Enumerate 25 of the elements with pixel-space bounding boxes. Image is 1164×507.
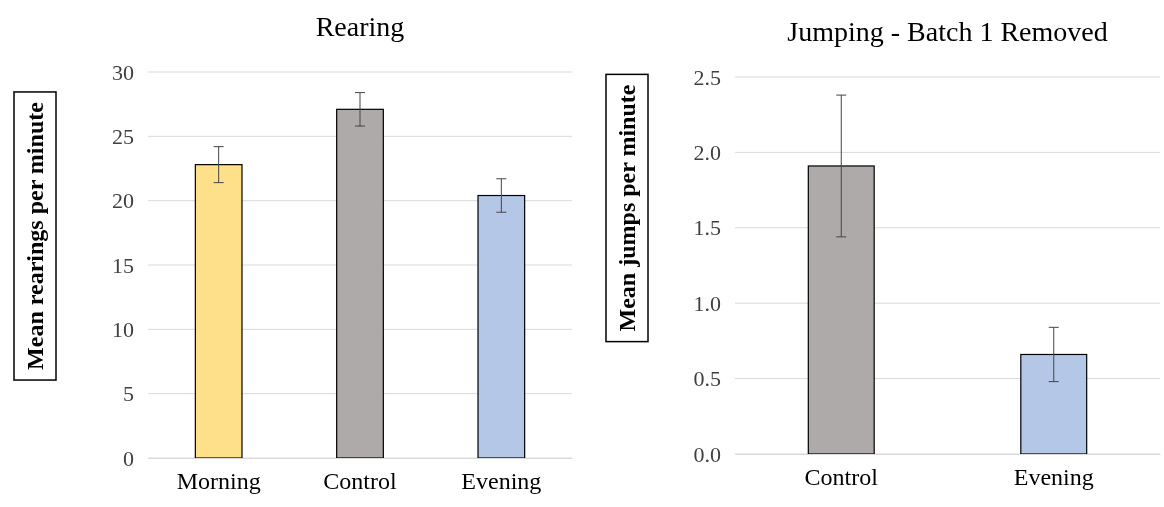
x-tick-label: Control bbox=[804, 464, 879, 491]
y-tick-label: 25 bbox=[112, 123, 134, 149]
x-tick-label: Evening bbox=[1013, 464, 1094, 491]
y-axis-title: Mean rearings per minute bbox=[22, 101, 48, 370]
x-tick-label: Morning bbox=[176, 468, 261, 495]
y-axis-title: Mean jumps per minute bbox=[614, 84, 640, 332]
bar bbox=[194, 164, 243, 459]
y-tick-label: 2.5 bbox=[693, 64, 721, 90]
y-tick-label: 0.5 bbox=[693, 366, 721, 392]
bar bbox=[336, 108, 384, 459]
y-tick-label: 0.0 bbox=[693, 441, 721, 467]
y-tick-label: 10 bbox=[112, 316, 134, 342]
y-tick-label: 2.0 bbox=[693, 139, 721, 165]
x-tick-label: Control bbox=[323, 468, 397, 495]
y-tick-label: 1.5 bbox=[693, 215, 721, 241]
x-tick-label: Evening bbox=[461, 468, 542, 495]
y-tick-label: 5 bbox=[123, 381, 134, 407]
chart-title: Rearing bbox=[315, 11, 405, 42]
y-tick-label: 1.0 bbox=[693, 290, 721, 316]
y-tick-label: 20 bbox=[112, 188, 134, 214]
y-tick-label: 15 bbox=[112, 252, 134, 278]
y-tick-label: 30 bbox=[112, 59, 134, 85]
y-tick-label: 0 bbox=[123, 445, 134, 471]
chart-title: Jumping - Batch 1 Removed bbox=[787, 16, 1108, 47]
bar bbox=[477, 194, 526, 459]
